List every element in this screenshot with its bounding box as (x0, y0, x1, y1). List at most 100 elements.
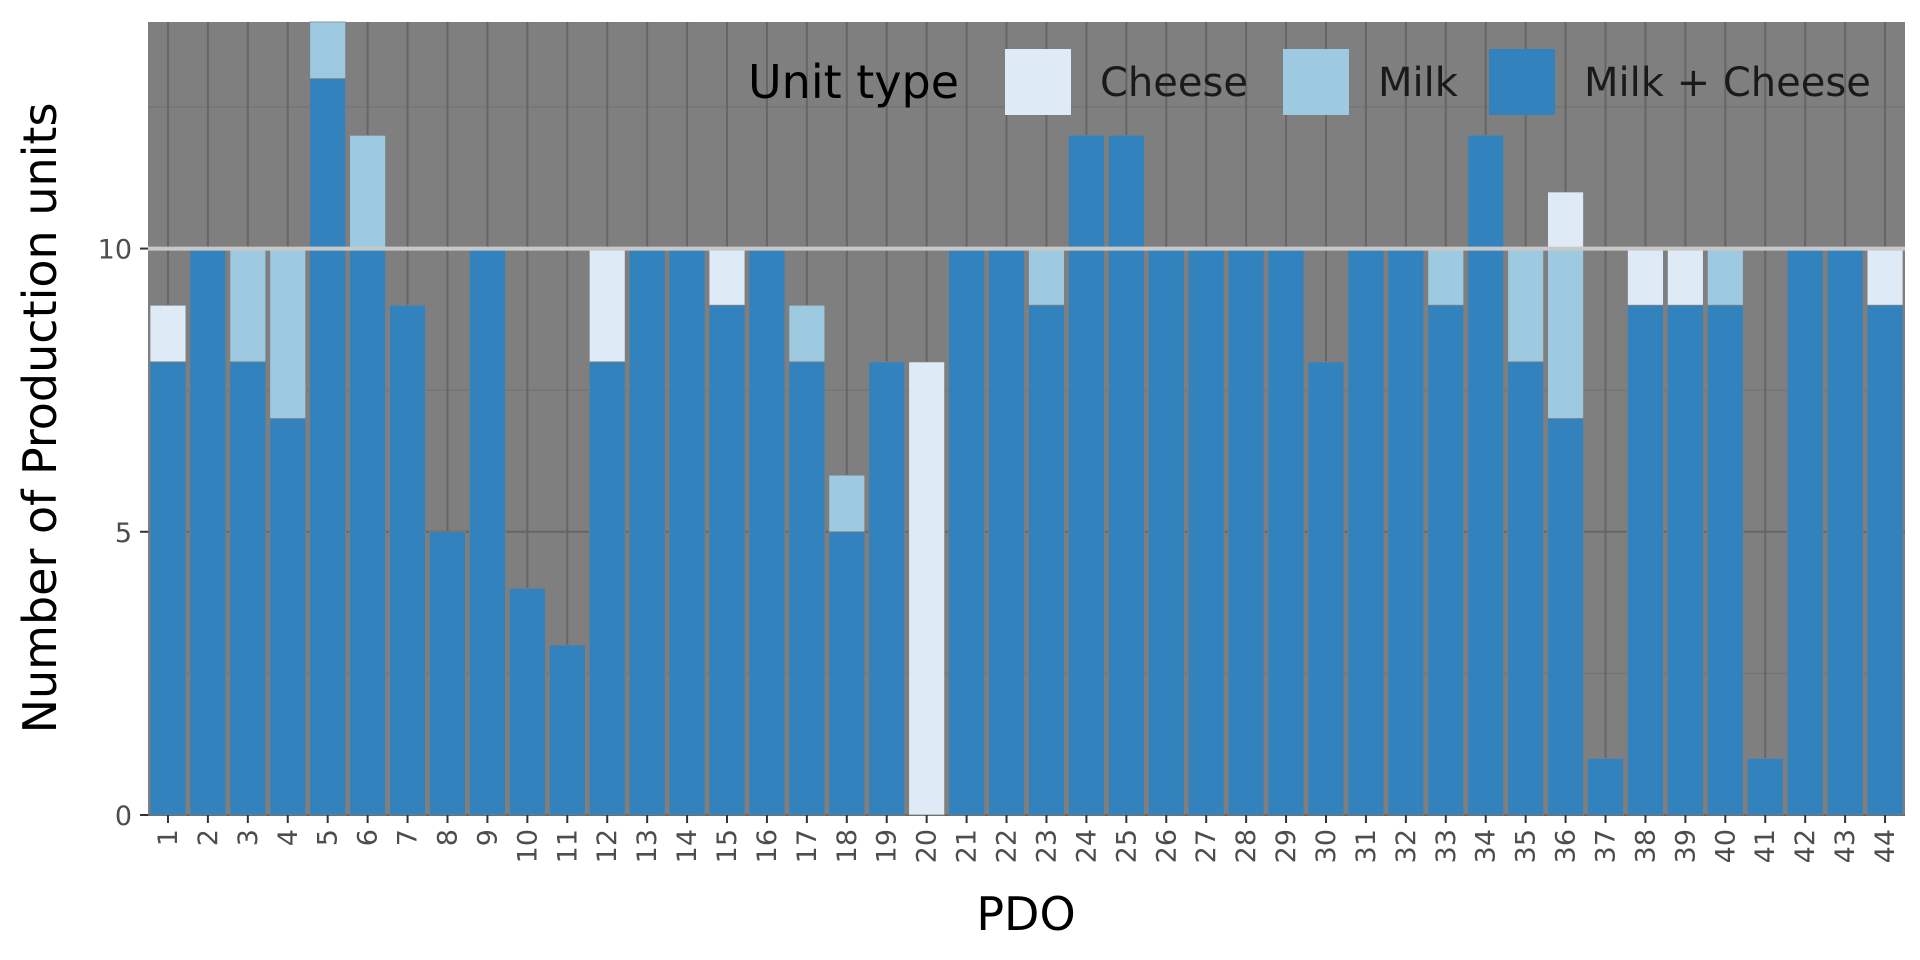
x-tick-label: 4 (273, 829, 304, 846)
x-tick-label: 9 (472, 829, 503, 846)
bar-segment-milk-cheese-pdo-14 (668, 248, 706, 816)
x-tick-label: 31 (1351, 829, 1382, 863)
bar-segment-milk-cheese-pdo-15 (708, 304, 746, 816)
x-tick-label: 6 (353, 829, 384, 846)
y-tick-label: 10 (98, 235, 132, 266)
bar-segment-milk-cheese-pdo-5 (309, 78, 347, 816)
bar-segment-cheese-pdo-12 (588, 248, 626, 363)
bar-segment-milk-pdo-18 (828, 474, 866, 533)
x-tick-label: 28 (1231, 829, 1262, 863)
bar-segment-cheese-pdo-15 (708, 248, 746, 306)
bar-segment-milk-pdo-5 (309, 21, 347, 80)
bar-segment-milk-cheese-pdo-24 (1068, 134, 1105, 816)
x-tick-label: 10 (512, 829, 543, 863)
bar-segment-milk-cheese-pdo-12 (588, 361, 626, 816)
bar-segment-milk-pdo-3 (229, 248, 267, 363)
x-tick-label: 40 (1710, 829, 1741, 863)
bar-segment-milk-cheese-pdo-4 (269, 418, 307, 816)
y-tick-label: 0 (115, 801, 132, 832)
bar-segment-milk-cheese-pdo-31 (1347, 248, 1385, 816)
bar-segment-milk-cheese-pdo-17 (788, 361, 826, 816)
bar-segment-milk-cheese-pdo-22 (988, 248, 1025, 816)
x-tick-label: 5 (313, 829, 344, 846)
x-axis-title: PDO (976, 887, 1075, 941)
x-tick-label: 36 (1551, 829, 1582, 863)
x-tick-label: 13 (632, 829, 663, 863)
x-tick-label: 30 (1311, 829, 1342, 863)
bar-segment-milk-cheese-pdo-3 (229, 361, 267, 816)
bar-segment-milk-cheese-pdo-44 (1866, 304, 1904, 816)
bar-segment-milk-cheese-pdo-42 (1786, 248, 1824, 816)
x-tick-label: 17 (792, 829, 823, 863)
y-axis: 0 5 10 (98, 235, 148, 832)
x-tick-label: 43 (1830, 829, 1861, 863)
x-tick-label: 27 (1191, 829, 1222, 863)
x-tick-label: 41 (1750, 829, 1781, 863)
bar-segment-milk-cheese-pdo-19 (868, 361, 906, 816)
legend-key-cheese (1005, 49, 1071, 115)
bar-segment-milk-pdo-17 (788, 304, 826, 363)
bar-segment-milk-cheese-pdo-16 (748, 248, 786, 816)
bar-segment-milk-cheese-pdo-30 (1307, 361, 1345, 816)
x-tick-label: 18 (832, 829, 863, 863)
x-tick-label: 19 (872, 829, 903, 863)
bar-segment-milk-pdo-35 (1507, 248, 1545, 363)
legend-label: Cheese (1100, 60, 1248, 106)
x-tick-label: 23 (1031, 829, 1062, 863)
x-tick-label: 20 (912, 829, 943, 863)
bar-segment-milk-pdo-36 (1547, 248, 1584, 419)
x-tick-label: 35 (1511, 829, 1542, 863)
bar-segment-milk-cheese-pdo-39 (1667, 304, 1704, 816)
bar-segment-milk-cheese-pdo-25 (1107, 134, 1145, 816)
legend-label: Milk (1378, 60, 1459, 106)
y-axis-title: Number of Production units (13, 103, 67, 734)
x-tick-label: 16 (752, 829, 783, 863)
x-tick-label: 24 (1071, 829, 1102, 863)
bar-segment-milk-cheese-pdo-43 (1826, 248, 1864, 816)
bar-segment-milk-cheese-pdo-37 (1587, 757, 1624, 816)
bar-segment-milk-pdo-23 (1028, 248, 1065, 306)
x-tick-label: 8 (432, 829, 463, 846)
x-tick-label: 25 (1111, 829, 1142, 863)
bar-segment-milk-cheese-pdo-29 (1267, 248, 1305, 816)
x-tick-label: 34 (1471, 829, 1502, 863)
x-tick-label: 2 (193, 829, 224, 846)
x-tick-label: 33 (1431, 829, 1462, 863)
bar-segment-milk-cheese-pdo-10 (508, 588, 546, 816)
bar-segment-cheese-pdo-20 (908, 361, 946, 816)
bar-segment-milk-cheese-pdo-21 (948, 248, 985, 816)
bar-segment-milk-cheese-pdo-33 (1427, 304, 1465, 816)
bar-segment-milk-cheese-pdo-23 (1028, 304, 1065, 816)
x-tick-label: 12 (592, 829, 623, 863)
bar-segment-milk-cheese-pdo-38 (1627, 304, 1664, 816)
bar-segment-cheese-pdo-38 (1627, 248, 1664, 306)
legend-key-milk (1283, 49, 1349, 115)
legend-label: Milk + Cheese (1584, 60, 1871, 106)
bar-segment-milk-cheese-pdo-27 (1187, 248, 1225, 816)
x-tick-label: 14 (672, 829, 703, 863)
x-tick-label: 11 (552, 829, 583, 863)
bar-segment-milk-cheese-pdo-35 (1507, 361, 1545, 816)
x-tick-label: 21 (952, 829, 983, 863)
y-tick-label: 5 (115, 518, 132, 549)
x-tick-label: 38 (1630, 829, 1661, 863)
bar-segment-cheese-pdo-44 (1866, 248, 1904, 306)
x-tick-label: 1 (153, 829, 184, 846)
bar-segment-milk-cheese-pdo-41 (1746, 757, 1784, 816)
bar-segment-milk-cheese-pdo-6 (349, 248, 386, 816)
bar-segment-milk-cheese-pdo-9 (469, 248, 506, 816)
bar-segment-cheese-pdo-1 (149, 304, 187, 363)
bar-segment-milk-cheese-pdo-7 (389, 304, 426, 816)
bar-segment-milk-cheese-pdo-8 (429, 531, 466, 816)
bar-segment-milk-cheese-pdo-18 (828, 531, 866, 816)
x-tick-label: 7 (393, 829, 424, 846)
bar-segment-milk-pdo-6 (349, 134, 386, 249)
legend-title: Unit type (748, 55, 959, 109)
bar-segment-milk-cheese-pdo-26 (1147, 248, 1185, 816)
x-tick-label: 3 (233, 829, 264, 846)
bar-segment-milk-cheese-pdo-34 (1467, 134, 1505, 816)
bar-segment-milk-cheese-pdo-36 (1547, 418, 1584, 816)
x-tick-label: 39 (1670, 829, 1701, 863)
bar-segment-milk-cheese-pdo-11 (548, 644, 586, 816)
